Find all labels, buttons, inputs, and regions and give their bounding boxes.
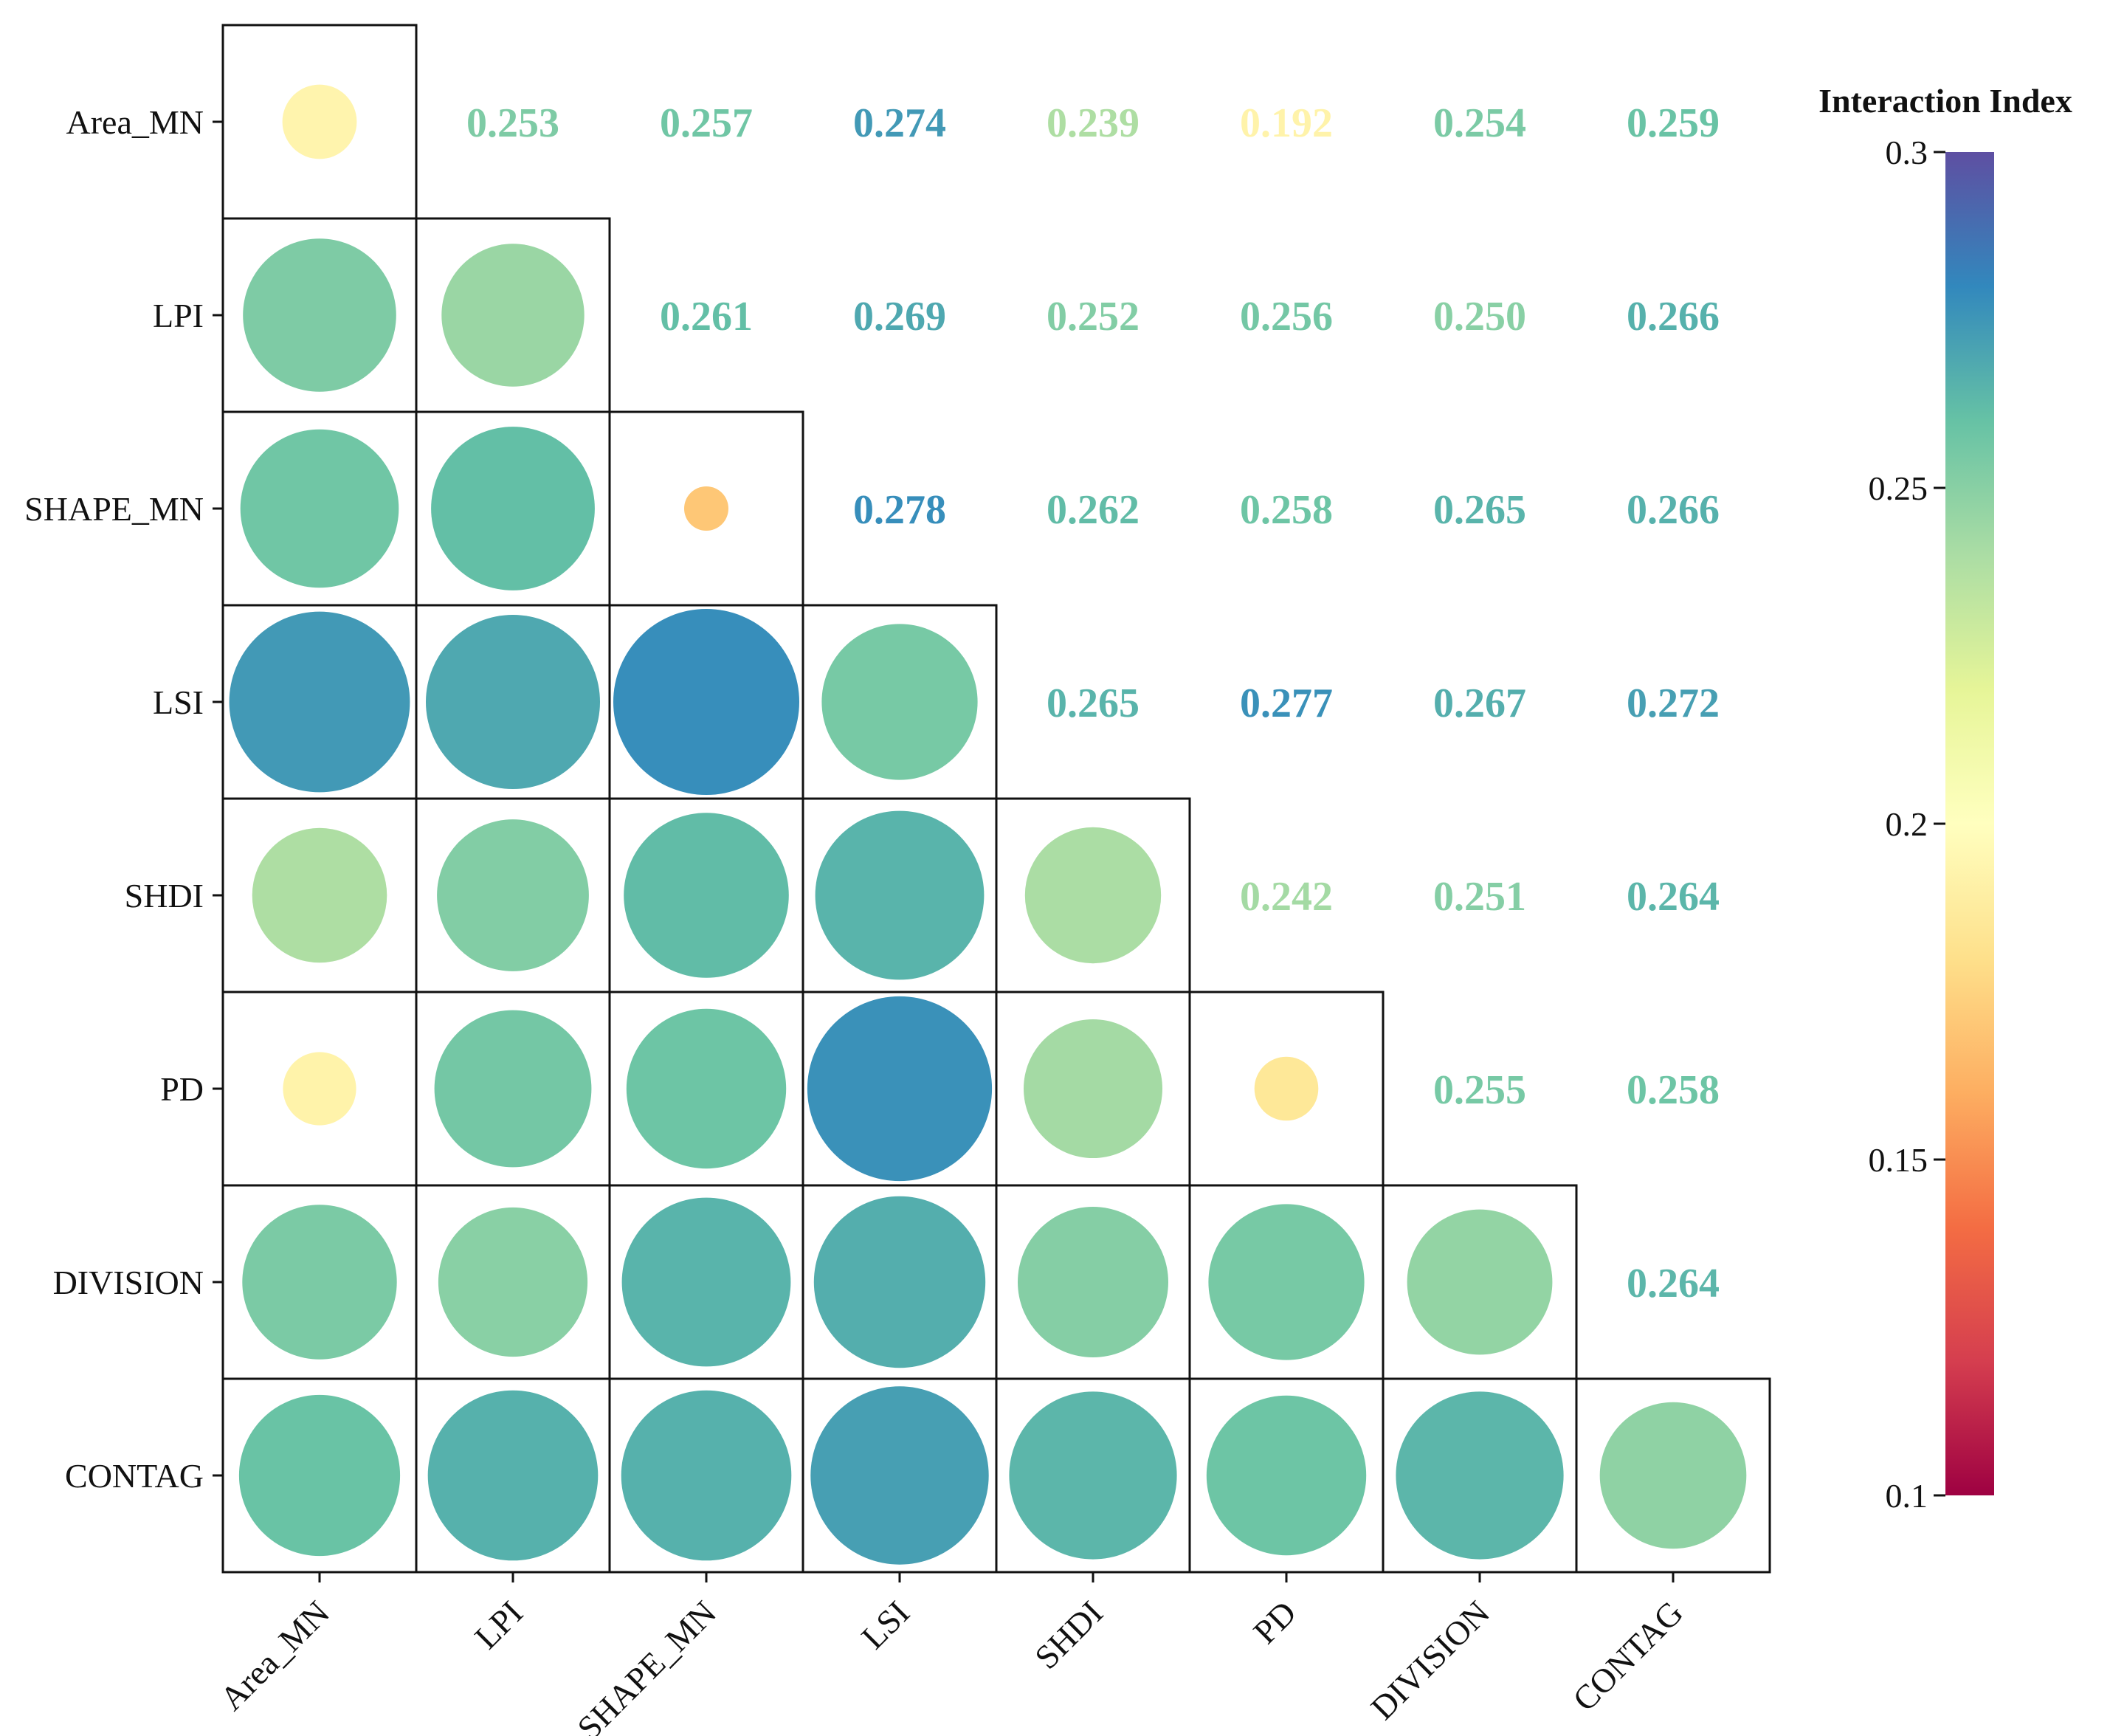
y-tick-label-SHAPE_MN: SHAPE_MN xyxy=(24,490,204,528)
value-label-LSI-PD: 0.277 xyxy=(1240,681,1333,726)
y-tick-label-PD: PD xyxy=(160,1070,204,1108)
x-tick-label-SHDI: SHDI xyxy=(1027,1594,1110,1676)
circle-CONTAG-PD xyxy=(1206,1395,1367,1556)
y-tick-label-DIVISION: DIVISION xyxy=(53,1264,204,1301)
x-tick-label-PD: PD xyxy=(1246,1594,1303,1651)
circle-CONTAG-SHAPE_MN xyxy=(621,1390,792,1561)
value-label-Area_MN-SHDI: 0.239 xyxy=(1047,100,1140,146)
colorbar-title: Interaction Index xyxy=(1818,82,2072,120)
circle-DIVISION-LSI xyxy=(813,1196,986,1368)
value-label-SHDI-DIVISION: 0.251 xyxy=(1433,874,1526,920)
colorbar-tick-label-4: 0.1 xyxy=(1886,1477,1928,1515)
circle-PD-SHAPE_MN xyxy=(626,1008,787,1169)
circle-LSI-Area_MN xyxy=(229,611,410,793)
value-label-LPI-SHAPE_MN: 0.261 xyxy=(660,294,753,340)
value-label-LSI-DIVISION: 0.267 xyxy=(1433,681,1526,726)
circle-DIVISION-SHDI xyxy=(1018,1207,1168,1357)
circle-DIVISION-SHAPE_MN xyxy=(621,1197,791,1367)
circle-LSI-LPI xyxy=(426,615,600,789)
circle-PD-Area_MN xyxy=(283,1052,356,1126)
circle-CONTAG-LPI xyxy=(427,1390,599,1561)
value-label-SHAPE_MN-CONTAG: 0.266 xyxy=(1627,487,1720,533)
value-label-PD-CONTAG: 0.258 xyxy=(1627,1067,1720,1113)
circle-PD-SHDI xyxy=(1024,1019,1162,1158)
circle-LSI-SHAPE_MN xyxy=(613,609,799,795)
value-label-SHDI-PD: 0.242 xyxy=(1240,874,1333,920)
circle-DIVISION-LPI xyxy=(438,1207,588,1357)
value-label-Area_MN-LSI: 0.274 xyxy=(853,100,946,146)
colorbar-tick-label-3: 0.15 xyxy=(1869,1141,1928,1179)
value-label-LPI-PD: 0.256 xyxy=(1240,294,1333,340)
x-tick-label-LPI: LPI xyxy=(467,1594,530,1656)
value-label-LPI-DIVISION: 0.250 xyxy=(1433,294,1526,340)
colorbar-tick-label-1: 0.25 xyxy=(1869,469,1928,507)
circle-PD-PD xyxy=(1254,1056,1319,1121)
y-tick-label-SHDI: SHDI xyxy=(125,877,204,914)
circle-LPI-Area_MN xyxy=(243,238,396,392)
circle-SHDI-LPI xyxy=(437,819,589,971)
circle-PD-LPI xyxy=(434,1010,592,1168)
circle-CONTAG-LSI xyxy=(810,1386,989,1565)
value-label-PD-DIVISION: 0.255 xyxy=(1433,1067,1526,1113)
upper-triangle-values: 0.253 0.257 0.274 0.239 0.192 0.254 0.259 0.261… xyxy=(466,100,1720,1306)
circle-PD-LSI xyxy=(807,996,993,1182)
colorbar-gradient xyxy=(1945,152,1994,1495)
circle-SHDI-SHDI xyxy=(1024,827,1162,964)
y-tick-label-LSI: LSI xyxy=(153,683,204,721)
circle-CONTAG-CONTAG xyxy=(1599,1402,1747,1549)
colorbar-tick-label-0: 0.3 xyxy=(1886,134,1928,171)
circle-DIVISION-DIVISION xyxy=(1407,1209,1553,1355)
value-label-Area_MN-LPI: 0.253 xyxy=(466,100,559,146)
value-label-DIVISION-CONTAG: 0.264 xyxy=(1627,1261,1720,1306)
value-label-LPI-SHDI: 0.252 xyxy=(1047,294,1140,340)
value-label-SHAPE_MN-LSI: 0.278 xyxy=(853,487,946,533)
value-label-SHDI-CONTAG: 0.264 xyxy=(1627,874,1720,920)
value-label-LPI-LSI: 0.269 xyxy=(853,294,946,340)
value-label-Area_MN-DIVISION: 0.254 xyxy=(1433,100,1526,146)
circle-SHAPE_MN-SHAPE_MN xyxy=(684,486,728,531)
colorbar: Interaction Index 0.3 0.25 0.2 0.15 0.1 xyxy=(1818,82,2072,1515)
value-label-Area_MN-SHAPE_MN: 0.257 xyxy=(660,100,753,146)
circle-LSI-LSI xyxy=(821,624,978,780)
value-label-Area_MN-PD: 0.192 xyxy=(1240,100,1333,146)
circle-SHAPE_MN-Area_MN xyxy=(240,429,399,588)
value-label-SHAPE_MN-PD: 0.258 xyxy=(1240,487,1333,533)
matrix-circles xyxy=(229,84,1747,1565)
circle-CONTAG-Area_MN xyxy=(238,1394,401,1557)
circle-SHAPE_MN-LPI xyxy=(431,427,595,590)
circle-CONTAG-SHDI xyxy=(1009,1391,1177,1560)
circle-Area_MN-Area_MN xyxy=(282,84,357,159)
x-tick-label-DIVISION: DIVISION xyxy=(1363,1594,1497,1727)
x-tick-label-LSI: LSI xyxy=(854,1594,917,1656)
y-tick-label-LPI: LPI xyxy=(153,297,204,334)
y-tick-label-CONTAG: CONTAG xyxy=(65,1457,204,1495)
value-label-SHAPE_MN-DIVISION: 0.265 xyxy=(1433,487,1526,533)
x-tick-label-CONTAG: CONTAG xyxy=(1565,1594,1690,1718)
circle-SHDI-SHAPE_MN xyxy=(624,813,789,978)
circle-LPI-LPI xyxy=(441,244,585,387)
circle-SHDI-Area_MN xyxy=(252,827,387,963)
value-label-LSI-CONTAG: 0.272 xyxy=(1627,681,1720,726)
circle-DIVISION-PD xyxy=(1208,1204,1365,1360)
value-label-Area_MN-CONTAG: 0.259 xyxy=(1627,100,1720,146)
value-label-SHAPE_MN-SHDI: 0.262 xyxy=(1047,487,1140,533)
x-tick-label-Area_MN: Area_MN xyxy=(213,1594,337,1718)
matrix-cells xyxy=(221,24,1771,1574)
colorbar-tick-label-2: 0.2 xyxy=(1886,805,1928,843)
value-label-LPI-CONTAG: 0.266 xyxy=(1627,294,1720,340)
y-tick-label-Area_MN: Area_MN xyxy=(66,103,204,141)
x-tick-label-SHAPE_MN: SHAPE_MN xyxy=(570,1594,723,1736)
circle-SHDI-LSI xyxy=(815,810,985,980)
circle-DIVISION-Area_MN xyxy=(242,1205,397,1360)
circle-CONTAG-DIVISION xyxy=(1396,1391,1564,1560)
value-label-LSI-SHDI: 0.265 xyxy=(1047,681,1140,726)
